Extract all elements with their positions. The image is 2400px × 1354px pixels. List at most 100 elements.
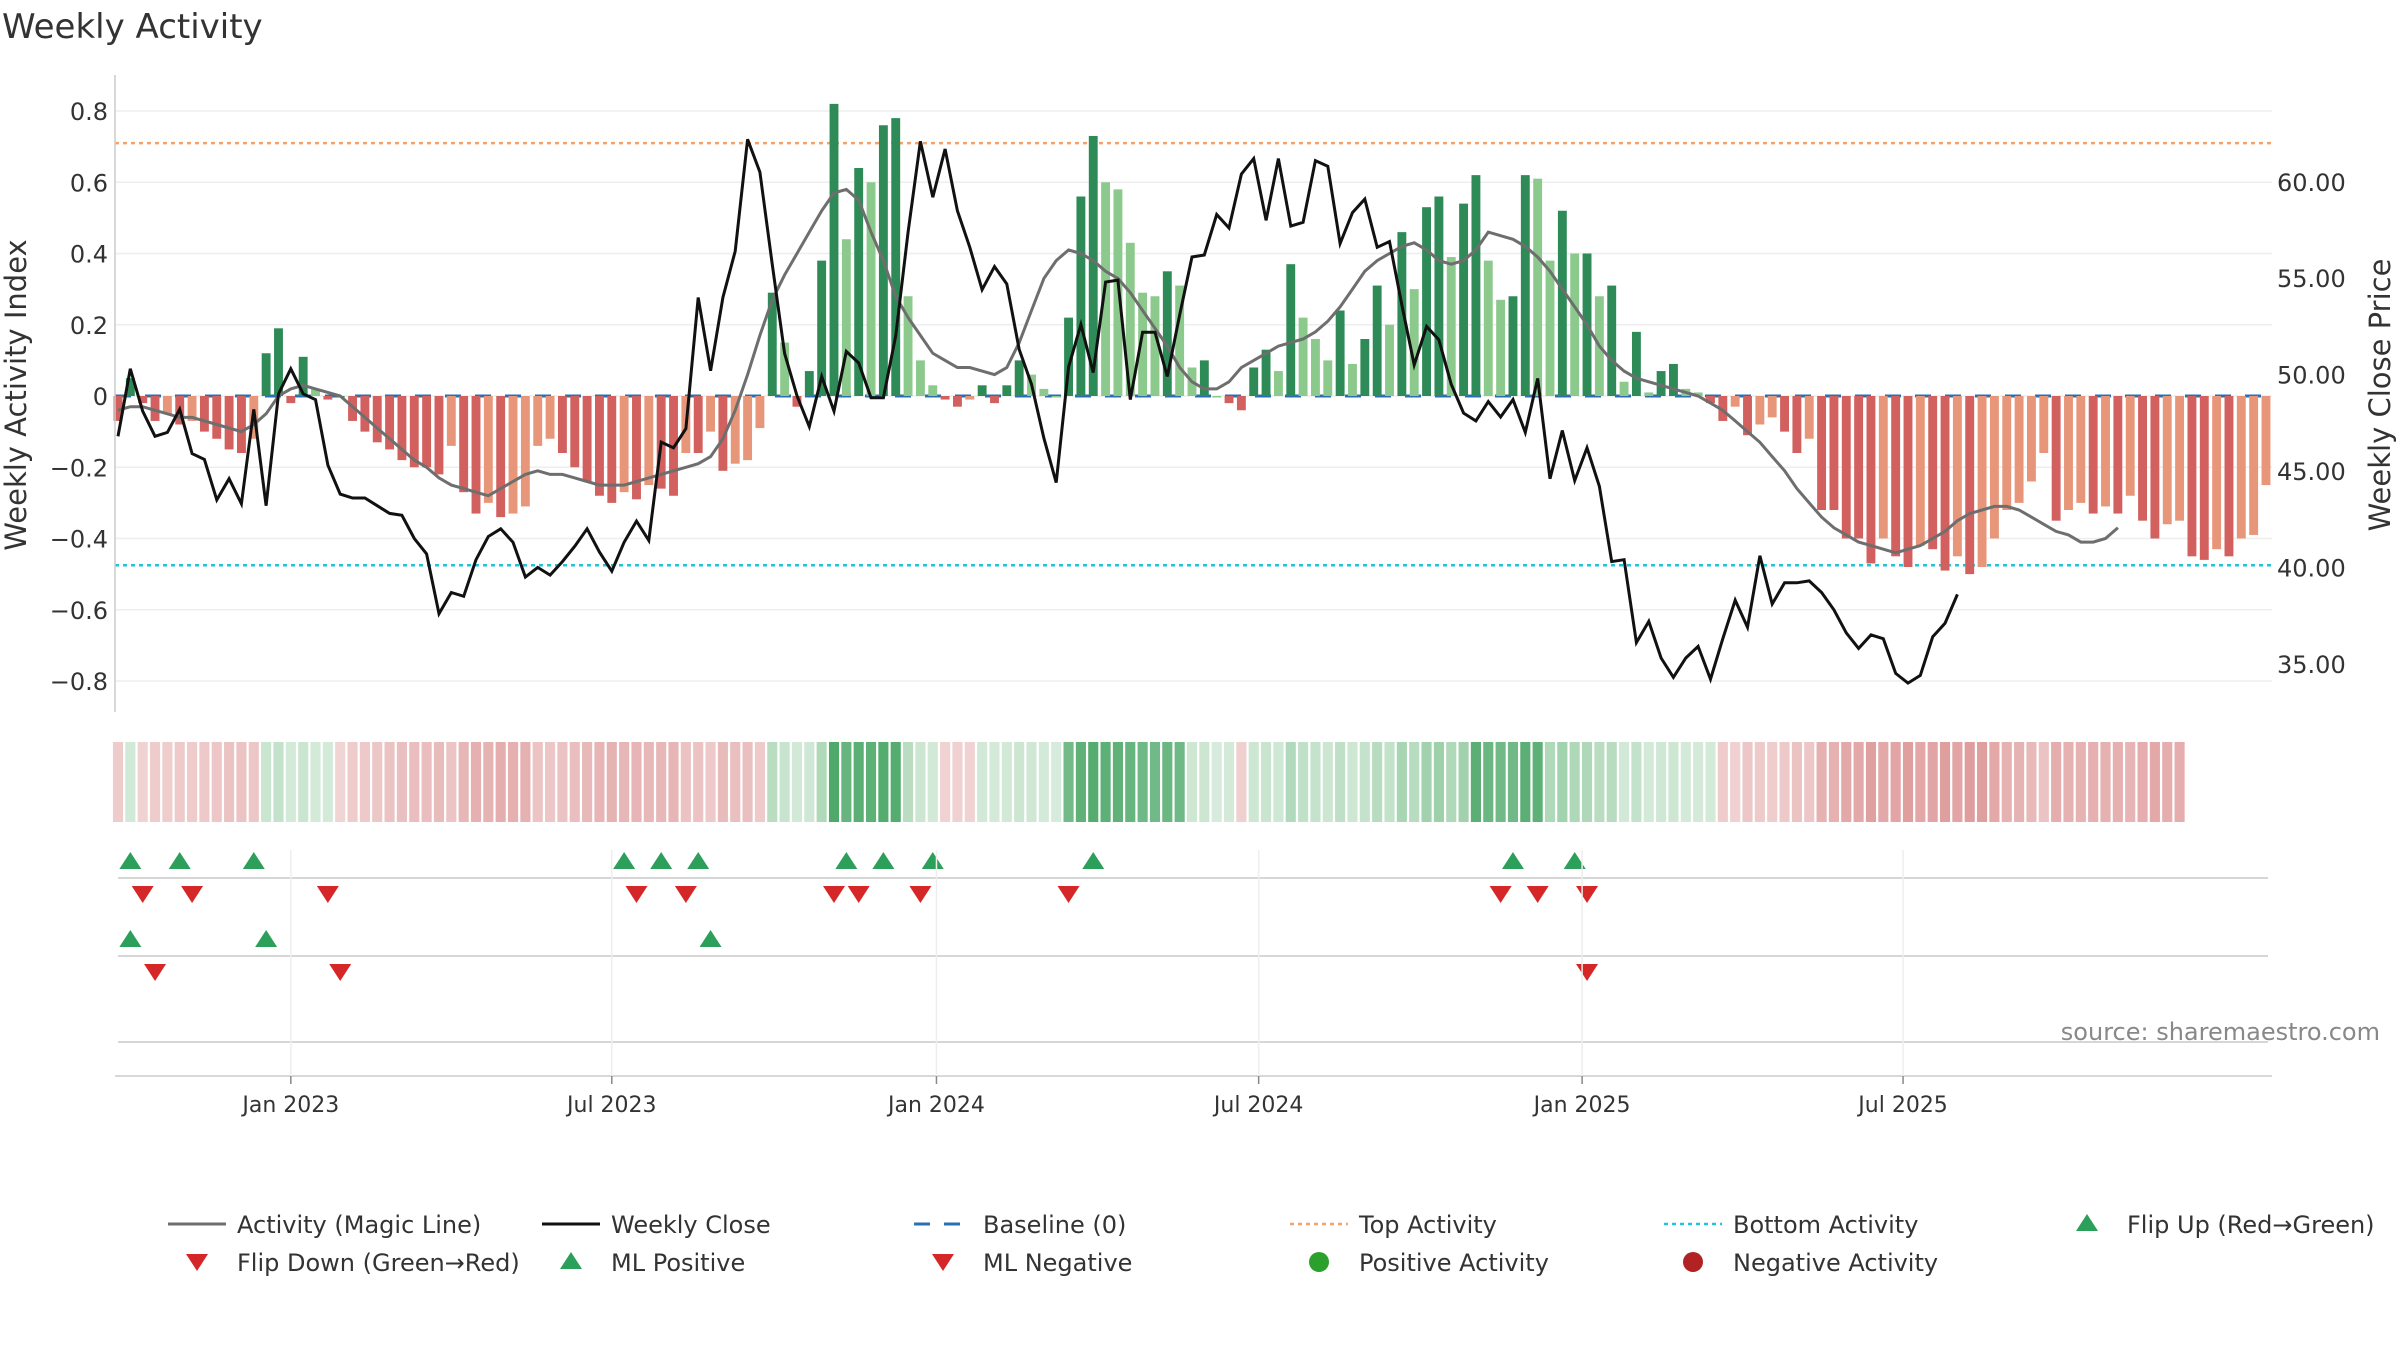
flip-down-marker [1489, 886, 1512, 903]
flip-down-marker [1057, 886, 1080, 903]
heat-strip-cell [828, 742, 840, 822]
activity-bar [1273, 371, 1283, 396]
legend-label: Activity (Magic Line) [237, 1211, 481, 1239]
activity-bar [1125, 242, 1135, 396]
heat-strip-cell [865, 742, 877, 822]
activity-bar [2261, 396, 2271, 486]
heat-strip-cell [1261, 742, 1272, 822]
activity-bar [1607, 285, 1617, 396]
heat-strip-cell [1100, 742, 1111, 822]
y-tick-label: −0.4 [50, 526, 108, 554]
heat-strip-cell [162, 742, 173, 822]
heat-strip-cell [372, 742, 383, 822]
heat-strip-cell [1557, 742, 1568, 822]
heat-strip-cell [1977, 742, 1988, 822]
legend-item: ML Positive [560, 1249, 745, 1277]
ml-negative-marker [1576, 964, 1599, 981]
activity-bar [1051, 396, 1061, 398]
heat-strip-cell [1125, 742, 1136, 822]
activity-bar [1570, 253, 1580, 396]
activity-bar [520, 396, 530, 507]
activity-bar [1286, 264, 1296, 396]
heat-strip-cell [1396, 742, 1407, 822]
heat-strip-cell [2051, 742, 2062, 822]
heat-strip-cell [187, 742, 198, 822]
heat-strip-cell [2162, 742, 2173, 822]
activity-bar [1780, 396, 1789, 432]
ml-positive-marker [119, 930, 142, 947]
legend-label: Negative Activity [1733, 1249, 1938, 1277]
heat-strip-cell [384, 742, 395, 822]
heat-strip-cell [890, 742, 901, 822]
activity-bar [1014, 360, 1024, 396]
y-tick-label: −0.8 [50, 668, 108, 696]
flip-up-marker [1563, 852, 1586, 869]
flip-down-marker [181, 886, 204, 903]
activity-bar [1829, 396, 1839, 510]
activity-bar [644, 396, 654, 486]
activity-bar [755, 396, 765, 429]
activity-bar [162, 396, 172, 414]
heat-strip-cell [1211, 742, 1222, 822]
heat-strip-cell [1816, 742, 1827, 822]
activity-bar [224, 396, 234, 450]
legend-swatch [2076, 1214, 2098, 1231]
axes: 0.8 0.6 0.4 0.2 0 −0.2 −0.4 −0.6 −0.8 60.00 55.00 5… [50, 75, 2346, 712]
heat-strip-cell [2125, 742, 2136, 822]
activity-bar [1212, 396, 1222, 398]
heat-strip-cell [1421, 742, 1432, 822]
heat-strip-cell [1112, 742, 1123, 822]
activity-bar [2224, 396, 2234, 557]
flip-up-marker [168, 852, 191, 869]
heat-strip-cell [606, 742, 617, 822]
heat-strip-cell [680, 742, 691, 822]
heat-strip-cell [1223, 742, 1235, 822]
activity-bar [1372, 285, 1382, 396]
heat-strip-cell [545, 742, 556, 822]
activity-bar [1360, 339, 1370, 396]
heat-strip-cell [1705, 742, 1716, 822]
activity-bar [1236, 396, 1246, 411]
y-tick-label: 0.2 [70, 312, 108, 340]
y2-tick-label: 60.00 [2277, 169, 2346, 197]
legend-label: Flip Up (Red→Green) [2127, 1211, 2375, 1239]
activity-bar [1088, 135, 1098, 396]
legend-item: Activity (Magic Line) [168, 1211, 481, 1239]
heat-strip-cell [1791, 742, 1802, 822]
y2-axis-label: Weekly Close Price [2363, 259, 2397, 532]
activity-bar [2064, 396, 2073, 510]
flip-up-marker [872, 852, 895, 869]
heat-strip-cell [804, 742, 815, 822]
heat-strip-cell [1470, 742, 1481, 822]
activity-bar [607, 396, 617, 503]
heat-strip-cell [1162, 742, 1173, 822]
ml-positive-marker [699, 930, 722, 947]
heat-strip-cell [1853, 742, 1864, 822]
heat-strip-cell [2038, 742, 2049, 822]
heat-strip-cell [1149, 742, 1161, 822]
heat-strip-cell [1779, 742, 1790, 822]
heat-strip-cell [1989, 742, 2000, 822]
activity-bar [1545, 260, 1555, 396]
activity-bar [1804, 396, 1814, 439]
heat-strip-cell [1458, 742, 1469, 822]
activity-bar [1002, 385, 1012, 396]
activity-bars [113, 103, 2271, 575]
activity-bar [323, 396, 333, 400]
heat-strip-cell [421, 742, 432, 822]
activity-bar [1311, 339, 1320, 396]
heat-strip-cell [927, 742, 938, 822]
activity-bar [1557, 210, 1567, 396]
activity-bar [1755, 396, 1765, 425]
series-lines [116, 138, 2119, 685]
heat-strip-cell [1026, 742, 1037, 822]
activity-bar [1619, 381, 1629, 396]
y-axis-label: Weekly Activity Index [0, 239, 33, 550]
x-tick-label: Jul 2025 [1856, 1093, 1948, 1118]
heat-strip-cell [977, 742, 988, 822]
activity-bar [2199, 396, 2209, 560]
activity-bar [199, 396, 209, 432]
legend-swatch [186, 1254, 208, 1271]
heat-strip-cell [779, 742, 790, 822]
activity-bar [1940, 396, 1950, 571]
